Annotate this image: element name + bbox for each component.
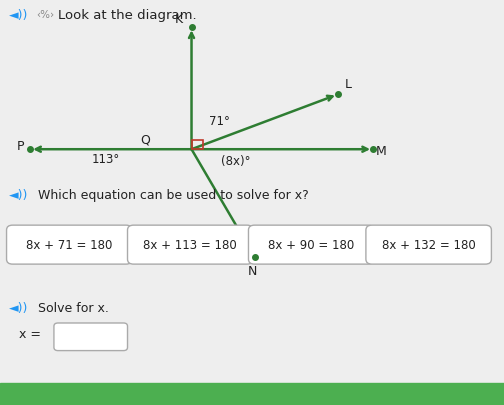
Text: M: M	[375, 144, 386, 157]
Bar	[192, 141, 203, 150]
Text: K: K	[175, 13, 183, 26]
Text: Solve for x.: Solve for x.	[38, 302, 109, 315]
Text: ◄)): ◄))	[9, 9, 28, 22]
Text: 8x + 132 = 180: 8x + 132 = 180	[382, 239, 476, 252]
Text: Look at the diagram.: Look at the diagram.	[58, 9, 197, 22]
Text: x =: x =	[19, 328, 41, 341]
Text: 71°: 71°	[209, 115, 230, 128]
Text: (8x)°: (8x)°	[221, 155, 250, 168]
Bar	[0, 383, 504, 405]
FancyBboxPatch shape	[7, 226, 132, 264]
FancyBboxPatch shape	[54, 323, 128, 351]
FancyBboxPatch shape	[248, 226, 374, 264]
Text: ◄)): ◄))	[9, 302, 28, 315]
FancyBboxPatch shape	[366, 226, 491, 264]
Text: 8x + 113 = 180: 8x + 113 = 180	[143, 239, 237, 252]
Text: ◄)): ◄))	[9, 188, 28, 201]
Text: ‹%›: ‹%›	[36, 10, 54, 20]
Text: 113°: 113°	[92, 152, 120, 165]
Text: Q: Q	[140, 133, 150, 146]
Text: 8x + 90 = 180: 8x + 90 = 180	[268, 239, 354, 252]
Text: 8x + 71 = 180: 8x + 71 = 180	[26, 239, 112, 252]
Text: L: L	[345, 78, 352, 91]
Text: P: P	[17, 139, 24, 152]
FancyBboxPatch shape	[128, 226, 253, 264]
Text: N: N	[248, 264, 258, 277]
Text: Which equation can be used to solve for x?: Which equation can be used to solve for …	[38, 188, 308, 201]
